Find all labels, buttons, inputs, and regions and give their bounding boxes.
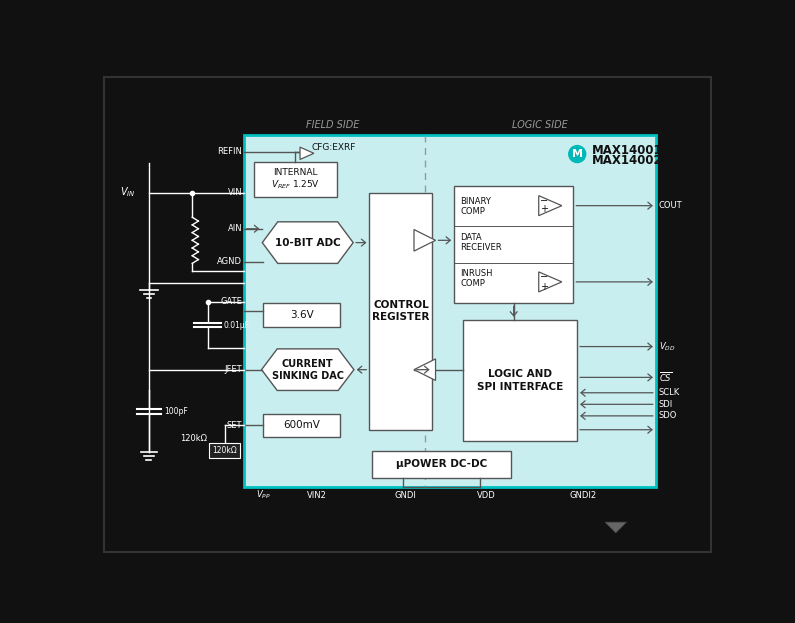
Text: REFIN: REFIN xyxy=(217,147,242,156)
FancyBboxPatch shape xyxy=(244,135,656,487)
Text: +: + xyxy=(540,204,548,214)
Polygon shape xyxy=(262,222,353,264)
FancyBboxPatch shape xyxy=(372,450,511,478)
Polygon shape xyxy=(300,147,314,159)
Text: REGISTER: REGISTER xyxy=(372,312,429,322)
Text: SDO: SDO xyxy=(659,411,677,421)
Text: CURRENT: CURRENT xyxy=(282,358,334,369)
Text: SET: SET xyxy=(227,421,242,430)
Text: 120kΩ: 120kΩ xyxy=(212,446,237,455)
Text: AIN: AIN xyxy=(227,224,242,233)
Text: −: − xyxy=(540,272,549,282)
FancyBboxPatch shape xyxy=(263,414,340,437)
Polygon shape xyxy=(414,359,436,381)
Text: BINARY: BINARY xyxy=(460,197,491,206)
Text: $\overline{CS}$: $\overline{CS}$ xyxy=(659,371,672,384)
Text: INTERNAL: INTERNAL xyxy=(273,168,318,177)
Text: SDI: SDI xyxy=(659,400,673,409)
Text: LOGIC SIDE: LOGIC SIDE xyxy=(513,120,568,130)
Text: $V_{PP}$: $V_{PP}$ xyxy=(256,489,270,502)
Text: SINKING DAC: SINKING DAC xyxy=(272,371,343,381)
Text: SCLK: SCLK xyxy=(659,388,680,397)
Text: 100pF: 100pF xyxy=(165,407,188,416)
FancyBboxPatch shape xyxy=(263,303,340,327)
FancyBboxPatch shape xyxy=(254,162,337,197)
Text: MAX14002: MAX14002 xyxy=(591,155,662,168)
Text: 0.01µF: 0.01µF xyxy=(223,320,249,330)
Polygon shape xyxy=(605,522,626,533)
Polygon shape xyxy=(262,349,354,391)
Text: VDD: VDD xyxy=(477,491,496,500)
Text: μPOWER DC-DC: μPOWER DC-DC xyxy=(396,459,487,469)
Text: JFET: JFET xyxy=(225,365,242,374)
Text: $V_{REF}$ 1.25V: $V_{REF}$ 1.25V xyxy=(271,179,320,191)
Text: $V_{DD}$: $V_{DD}$ xyxy=(659,340,675,353)
Text: RECEIVER: RECEIVER xyxy=(460,243,502,252)
Text: MAX14001/: MAX14001/ xyxy=(591,144,667,157)
Text: VIN: VIN xyxy=(227,188,242,197)
Text: M: M xyxy=(572,149,583,159)
Text: VIN2: VIN2 xyxy=(307,491,327,500)
Text: LOGIC AND: LOGIC AND xyxy=(488,369,553,379)
Text: GATE: GATE xyxy=(220,297,242,307)
FancyBboxPatch shape xyxy=(463,320,577,441)
Text: +: + xyxy=(540,282,548,292)
Polygon shape xyxy=(539,272,562,292)
Text: FIELD SIDE: FIELD SIDE xyxy=(305,120,359,130)
Polygon shape xyxy=(414,229,436,251)
Text: 3.6V: 3.6V xyxy=(289,310,313,320)
Text: $V_{IN}$: $V_{IN}$ xyxy=(121,186,136,199)
Circle shape xyxy=(568,146,586,163)
Text: 120kΩ: 120kΩ xyxy=(180,434,207,444)
Text: COMP: COMP xyxy=(460,207,485,216)
Text: COMP: COMP xyxy=(460,279,485,288)
Text: AGND: AGND xyxy=(217,257,242,267)
Polygon shape xyxy=(539,196,562,216)
FancyBboxPatch shape xyxy=(209,443,240,459)
Text: 10-BIT ADC: 10-BIT ADC xyxy=(275,237,340,247)
Text: CFG:EXRF: CFG:EXRF xyxy=(312,143,356,153)
FancyBboxPatch shape xyxy=(370,193,432,430)
FancyBboxPatch shape xyxy=(454,186,573,303)
Text: DATA: DATA xyxy=(460,233,482,242)
Text: SPI INTERFACE: SPI INTERFACE xyxy=(477,382,564,392)
Text: COUT: COUT xyxy=(659,201,682,210)
Text: 600mV: 600mV xyxy=(283,420,320,430)
Text: CONTROL: CONTROL xyxy=(373,300,429,310)
Text: INRUSH: INRUSH xyxy=(460,269,493,278)
Text: GNDI: GNDI xyxy=(394,491,417,500)
Text: −: − xyxy=(540,196,549,206)
Text: GNDI2: GNDI2 xyxy=(569,491,596,500)
